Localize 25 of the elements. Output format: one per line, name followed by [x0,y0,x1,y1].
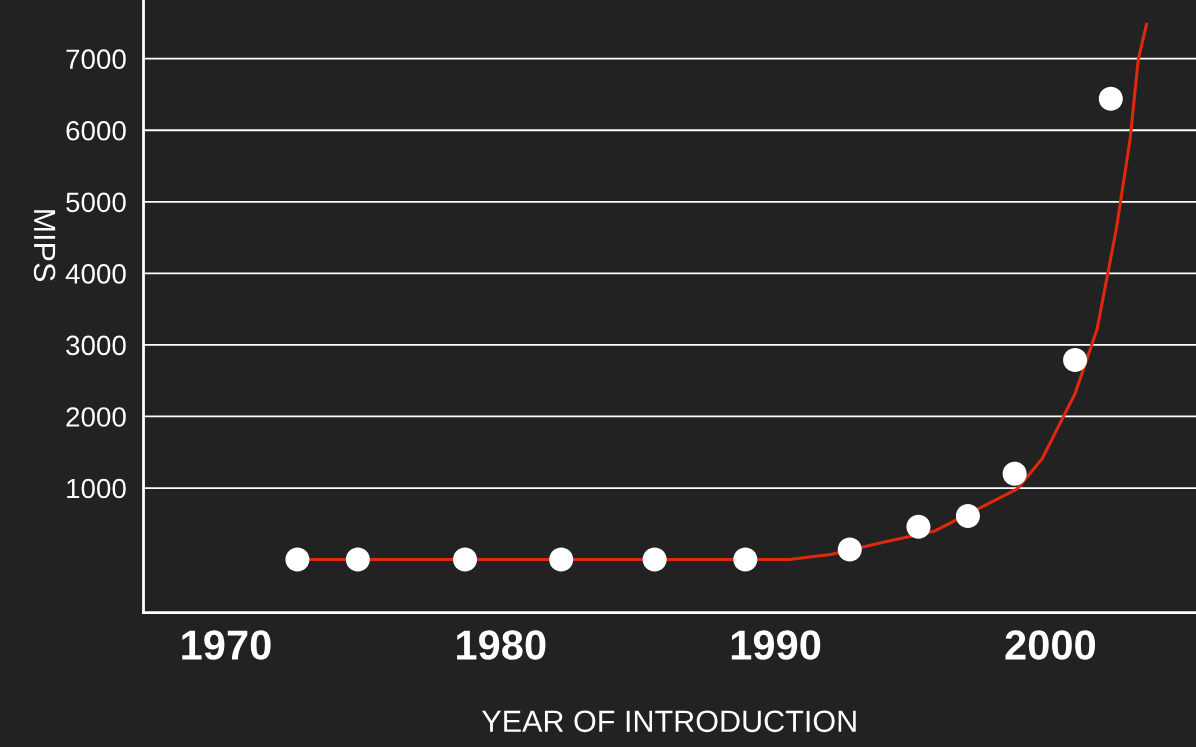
point [1002,461,1027,486]
x-tick-label: 1990 [731,630,821,660]
point [955,503,980,528]
point [1063,347,1088,372]
y-axis-title: MIPS [33,210,56,281]
y-tick-label: 2000 [66,407,126,427]
point [285,547,310,572]
x-axis-title: YEAR OF INTRODUCTION [482,710,856,733]
point [837,537,862,562]
x-tick-label: 1970 [182,630,271,660]
point [549,547,574,572]
y-tick-label: 3000 [66,335,126,356]
y-tick-label: 7000 [66,49,126,70]
point [1098,86,1123,111]
point [453,547,478,572]
point [733,547,758,572]
point [345,547,370,572]
y-tick-label: 4000 [65,264,126,284]
y-tick-label: 6000 [66,120,126,141]
y-tick-label: 5000 [66,192,126,213]
point [906,514,931,539]
y-tick-label: 1000 [67,478,126,499]
x-tick-label: 2000 [1005,630,1095,660]
x-tick-label: 1980 [457,630,546,660]
point [642,547,667,572]
